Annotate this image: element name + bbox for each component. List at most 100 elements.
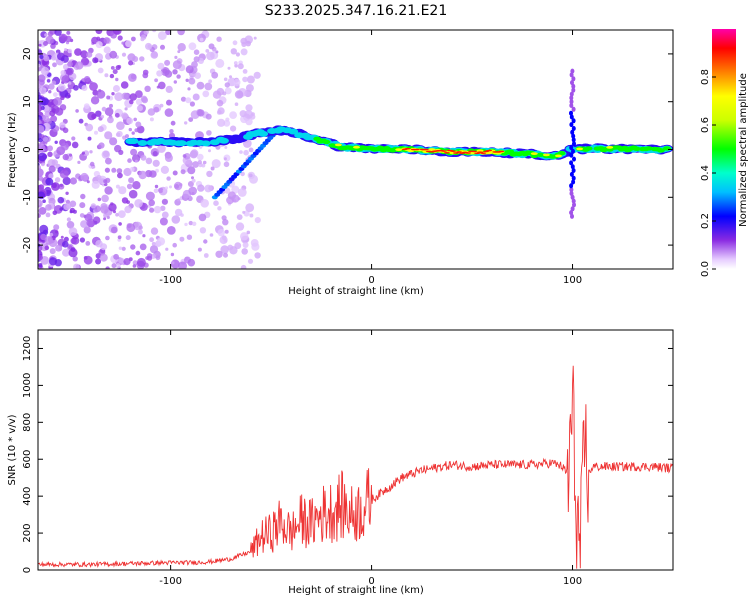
heatmap-speckle [149,117,154,122]
heatmap-speckle [231,185,240,194]
heatmap-speckle [73,84,79,91]
heatmap-speckle [47,151,53,157]
heatmap-ridge-cell [288,128,299,135]
heatmap-xtick-label: 100 [563,275,582,286]
heatmap-speckle [42,199,46,203]
heatmap-ridge-cell [530,153,539,159]
heatmap-speckle [169,129,174,134]
heatmap-speckle [38,254,43,261]
heatmap-speckle [121,41,125,45]
heatmap-speckle [242,76,248,83]
heatmap-streak-cell [571,76,576,82]
heatmap-speckle [116,168,123,174]
heatmap-speckle [199,37,204,42]
heatmap-speckle [136,125,145,134]
heatmap-streak-cell [569,114,574,120]
heatmap-ridge-cell [656,148,665,153]
heatmap-speckle [203,253,209,258]
heatmap-speckle [215,250,223,258]
heatmap-speckle [63,168,67,171]
heatmap-speckle [140,154,147,161]
heatmap-speckle [68,81,72,85]
heatmap-streak-cell [571,137,576,143]
heatmap-speckle [145,191,155,201]
heatmap-speckle [44,110,51,117]
heatmap-streak-cell [569,95,574,101]
heatmap-speckle [223,161,230,168]
heatmap-speckle [54,177,61,183]
heatmap-speckle [227,66,231,70]
snr-ytick-label: 0 [22,567,33,573]
heatmap-speckle [75,109,79,113]
snr-xtick-label: 100 [563,576,582,587]
heatmap-speckle [103,46,111,54]
snr-xtick-label: -100 [159,576,182,587]
heatmap-speckle [47,145,53,152]
heatmap-speckle [40,134,45,139]
snr-ytick-label: 600 [22,450,33,469]
heatmap-speckle [206,130,212,136]
heatmap-speckle [106,95,111,100]
heatmap-speckle [105,157,112,165]
heatmap-speckle [46,79,51,83]
heatmap-speckle [115,263,121,269]
heatmap-speckle [161,211,169,219]
heatmap-streak-cell [569,110,573,116]
heatmap-speckle [149,170,157,178]
heatmap-streak-cell [571,87,576,93]
heatmap-speckle [152,151,158,157]
heatmap-ridge-cell [480,152,487,154]
heatmap-speckle [126,183,133,190]
heatmap-streak-cell [571,106,576,112]
heatmap-streak-cell [572,141,576,147]
heatmap-speckle [158,187,164,193]
heatmap-speckle [68,153,73,157]
heatmap-speckle [154,78,159,83]
heatmap-speckle [151,241,156,246]
heatmap-speckle [113,85,120,92]
heatmap-speckle [92,57,99,64]
heatmap-speckle [145,157,153,165]
heatmap-ridge-cell [476,149,484,153]
heatmap-speckle [38,168,44,177]
heatmap-speckle [121,112,128,120]
heatmap-speckle [223,252,228,258]
heatmap-speckle [83,150,90,157]
heatmap-speckle [173,80,177,84]
heatmap-speckle [130,244,136,250]
heatmap-speckle [118,149,124,155]
heatmap-speckle [101,106,107,112]
heatmap-speckle [233,61,238,65]
heatmap-streak-cell [570,68,575,74]
heatmap-streak-cell [570,194,575,200]
heatmap-speckle [41,162,45,167]
heatmap-streak-cell [571,83,576,89]
heatmap-ridge-cell [465,152,471,154]
heatmap-speckle [44,33,48,37]
heatmap-speckle [45,204,52,211]
heatmap-speckle [114,92,124,102]
heatmap-speckle [121,52,127,57]
colorbar-label: Normalized spectral amplitude [738,73,749,227]
heatmap-speckle [38,201,41,206]
heatmap-ridge-cell [453,152,459,154]
heatmap-speckle [133,117,137,122]
heatmap-speckle [105,235,110,241]
heatmap-speckle [136,257,146,267]
heatmap-streak-cell [571,175,576,181]
heatmap-speckle [215,50,219,54]
heatmap-speckle [205,49,210,53]
heatmap-speckle [38,63,41,68]
heatmap-speckle [164,186,169,190]
heatmap-speckle [62,248,70,257]
heatmap-ridge-cell [557,151,566,156]
heatmap-streak-cell [569,72,574,78]
heatmap-ridge-cell [413,148,420,151]
heatmap-speckle [240,171,245,177]
heatmap-speckle [177,198,181,202]
heatmap-speckle [89,161,95,167]
heatmap-speckle [68,245,73,250]
snr-ytick-label: 400 [22,487,33,506]
heatmap-speckle [135,250,141,256]
heatmap-ridge-cell [218,137,229,144]
